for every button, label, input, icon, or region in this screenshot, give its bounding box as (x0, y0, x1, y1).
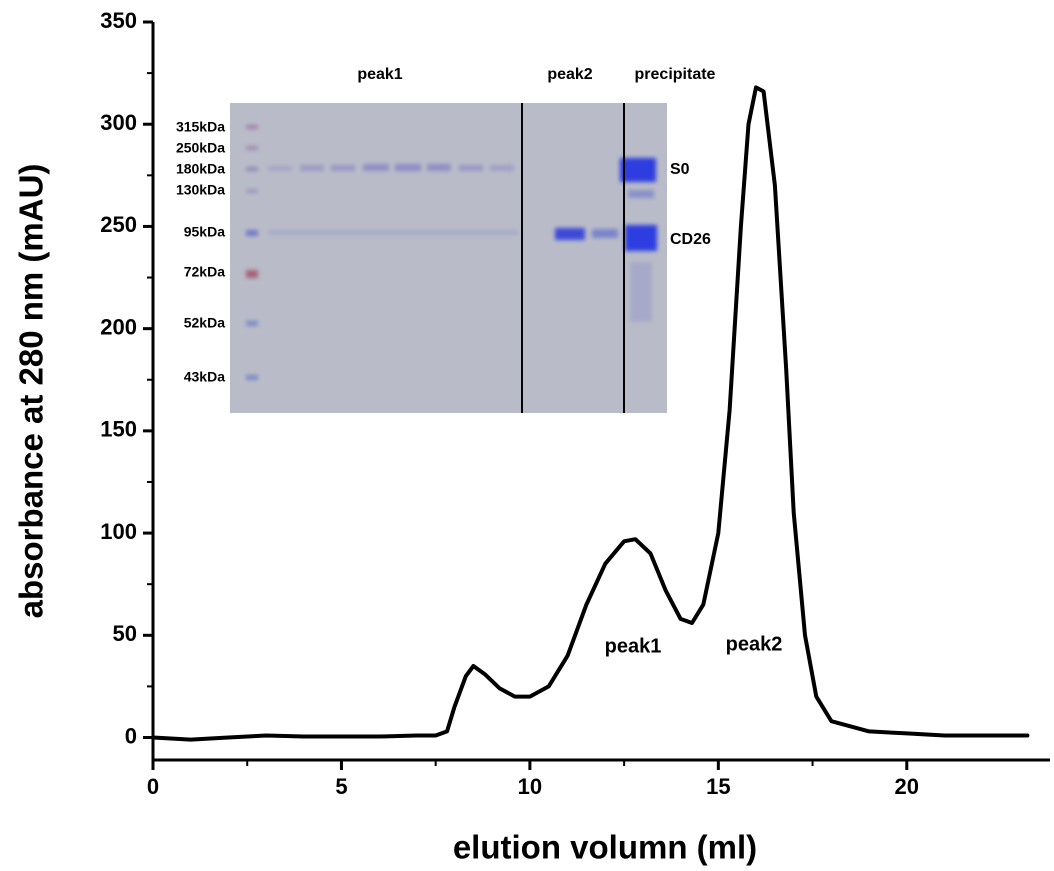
x-axis-label: elution volumn (ml) (453, 829, 757, 866)
x-tick-label: 15 (706, 774, 730, 799)
y-tick-label: 200 (100, 314, 137, 339)
y-axis-label: absorbance at 280 nm (mAU) (13, 164, 50, 619)
band-label: CD26 (670, 231, 711, 248)
data-line (151, 85, 1030, 742)
marker-label: 130kDa (176, 182, 225, 198)
gel-header: peak1 (357, 66, 402, 83)
y-tick-label: 50 (113, 621, 137, 646)
marker-label: 72kDa (184, 264, 225, 280)
y-tick-label: 100 (100, 519, 137, 544)
gel-header: precipitate (635, 66, 716, 83)
band-label: S0 (670, 161, 690, 178)
marker-label: 52kDa (184, 315, 225, 331)
annotation: peak1 (605, 635, 662, 657)
marker-label: 250kDa (176, 140, 225, 156)
y-tick-label: 0 (125, 723, 137, 748)
y-tick-label: 250 (100, 212, 137, 237)
x-tick-label: 5 (335, 774, 347, 799)
marker-label: 315kDa (176, 119, 225, 135)
x-tick-label: 0 (147, 774, 159, 799)
gel-header: peak2 (547, 66, 592, 83)
x-tick-label: 20 (895, 774, 919, 799)
annotation: peak2 (726, 633, 783, 655)
marker-label: 43kDa (184, 369, 225, 385)
marker-label: 95kDa (184, 224, 225, 240)
y-tick-label: 350 (100, 8, 137, 33)
y-tick-label: 150 (100, 417, 137, 442)
x-tick-label: 10 (518, 774, 542, 799)
y-tick-label: 300 (100, 110, 137, 135)
gel-image: peak1 peak2 precipitate 315kDa 250kDa 18… (176, 66, 716, 413)
marker-label: 180kDa (176, 161, 225, 177)
